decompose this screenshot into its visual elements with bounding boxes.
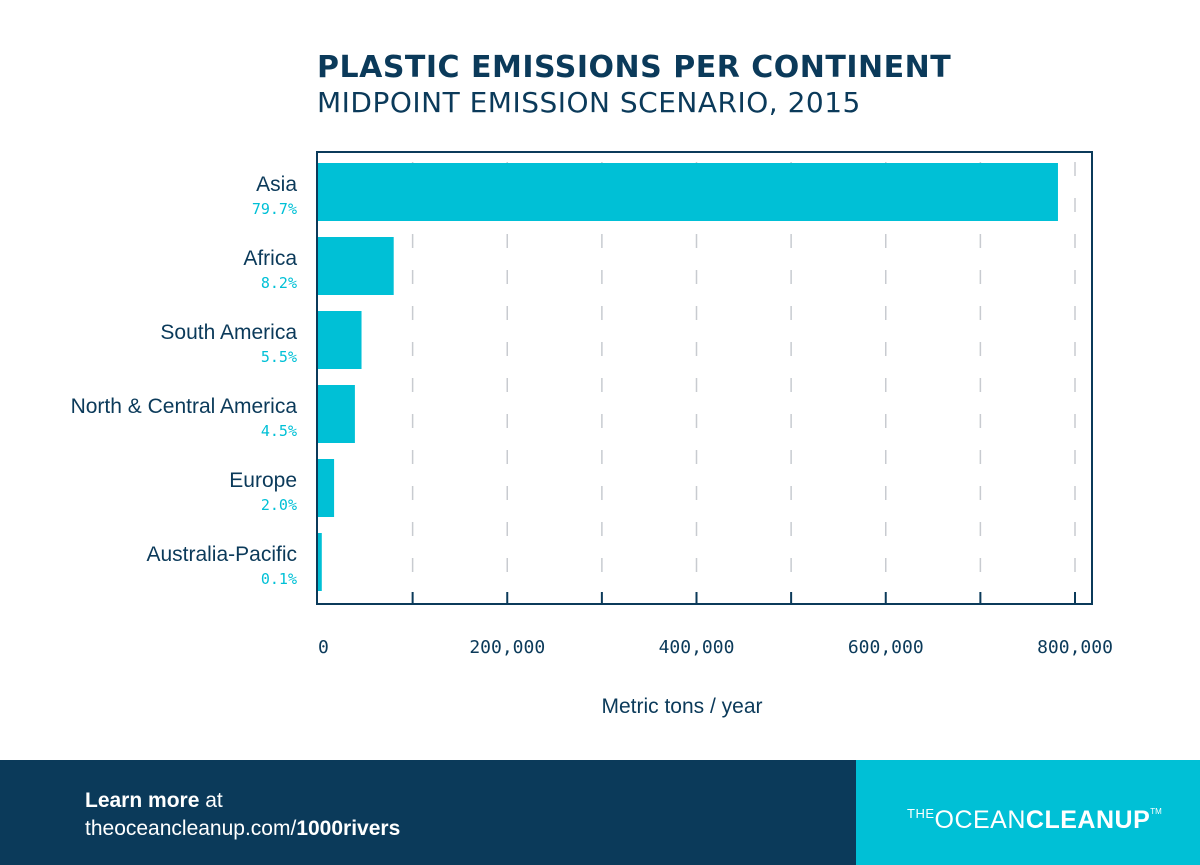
- x-axis-ticks: 0 200,000 400,000 600,000 800,000: [318, 592, 1113, 658]
- percent-label: 4.5%: [261, 422, 297, 440]
- ocean-cleanup-logo: THEOCEANCLEANUPTM: [907, 798, 1162, 838]
- x-tick-label: 0: [318, 637, 329, 658]
- chart-title: PLASTIC EMISSIONS PER CONTINENT: [317, 50, 952, 85]
- bar: [318, 533, 322, 591]
- learn-more-text: Learn more at theoceancleanup.com/1000ri…: [85, 787, 400, 843]
- category-labels: Asia 79.7% Africa 8.2% South America 5.5% Nort…: [71, 173, 298, 588]
- category-label: Australia-Pacific: [146, 543, 297, 566]
- category-label: Asia: [256, 173, 297, 196]
- category-label: Africa: [243, 247, 297, 270]
- logo-tm: TM: [1150, 807, 1162, 816]
- x-tick-label: 600,000: [848, 637, 924, 658]
- category-label: North & Central America: [71, 395, 298, 418]
- category-label: Europe: [229, 469, 297, 492]
- logo-ocean: OCEAN: [934, 806, 1026, 834]
- url-plain: theoceancleanup.com/: [85, 817, 297, 840]
- learn-more-at: at: [199, 789, 223, 812]
- x-tick-label: 400,000: [659, 637, 735, 658]
- logo-the: THE: [907, 806, 935, 821]
- chart-subtitle: MIDPOINT EMISSION SCENARIO, 2015: [317, 86, 861, 119]
- x-tick-label: 800,000: [1037, 637, 1113, 658]
- bar-chart: Asia 79.7% Africa 8.2% South America 5.5% Nort…: [71, 151, 1113, 718]
- footer-left-panel: [0, 760, 856, 865]
- percent-label: 0.1%: [261, 570, 297, 588]
- plot-frame: [316, 151, 1093, 605]
- percent-label: 5.5%: [261, 348, 297, 366]
- bar: [318, 385, 355, 443]
- bar: [318, 237, 394, 295]
- percent-label: 8.2%: [261, 274, 297, 292]
- bars: [318, 163, 1058, 591]
- x-axis-label: Metric tons / year: [601, 695, 762, 718]
- bar: [318, 311, 362, 369]
- category-label: South America: [160, 321, 297, 344]
- bar: [318, 459, 335, 517]
- percent-label: 79.7%: [252, 200, 297, 218]
- footer-right-panel: [856, 760, 1200, 865]
- logo-cleanup: CLEANUP: [1025, 806, 1151, 834]
- learn-more-link[interactable]: theoceancleanup.com/1000rivers: [85, 815, 400, 843]
- bar: [318, 163, 1058, 221]
- url-bold: 1000rivers: [296, 817, 401, 840]
- x-tick-label: 200,000: [469, 637, 545, 658]
- learn-more-bold: Learn more: [85, 789, 200, 812]
- grid-lines: [411, 162, 1076, 590]
- percent-label: 2.0%: [261, 496, 297, 514]
